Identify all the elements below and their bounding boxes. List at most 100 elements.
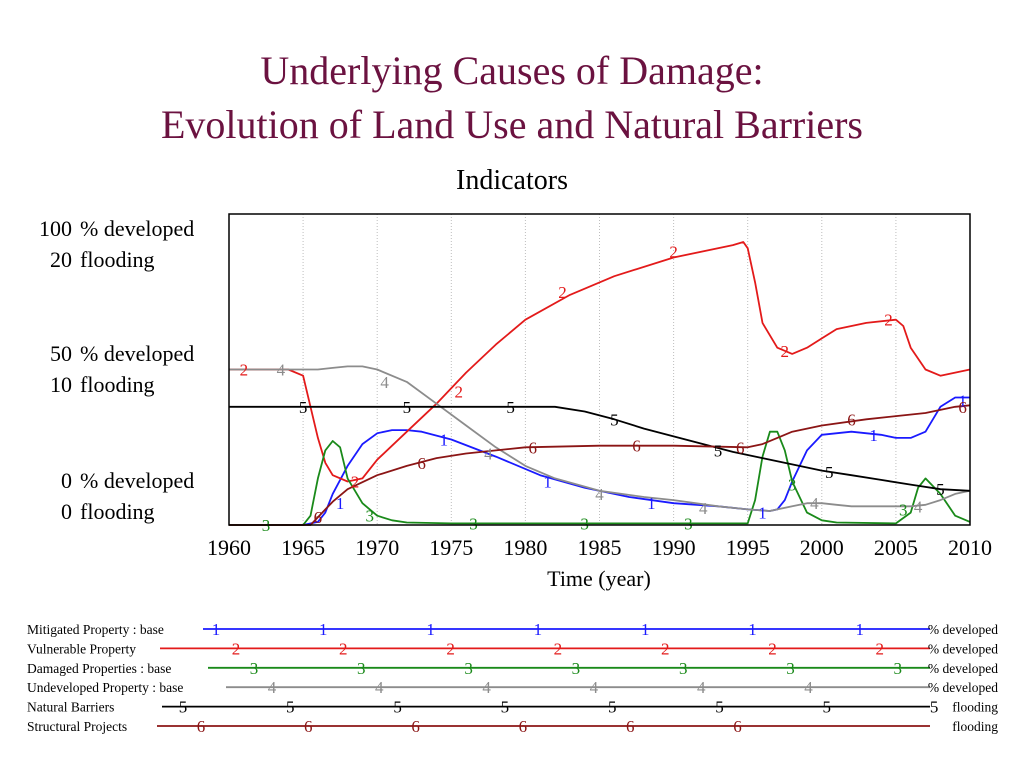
y-tick-label-pct-bottom: 0 xyxy=(61,468,72,493)
legend-marker-2: 2 xyxy=(339,639,348,658)
series-marker-2: 2 xyxy=(669,242,678,261)
y-tick-label-flood-mid: 10 xyxy=(50,372,72,397)
x-tick-label: 1980 xyxy=(503,535,547,560)
series-marker-6: 6 xyxy=(529,438,538,457)
legend-marker-3: 3 xyxy=(679,659,688,678)
legend-unit-1: % developed xyxy=(928,622,998,637)
x-tick-label: 1985 xyxy=(578,535,622,560)
series-marker-4: 4 xyxy=(595,485,604,504)
series-marker-4: 4 xyxy=(484,444,493,463)
legend-marker-3: 3 xyxy=(357,659,366,678)
legend-marker-1: 1 xyxy=(319,620,328,639)
x-tick-label: 2005 xyxy=(874,535,918,560)
legend-marker-6: 6 xyxy=(626,717,635,736)
legend-label-6: Structural Projects xyxy=(27,719,127,734)
series-lines xyxy=(229,241,971,526)
series-marker-1: 1 xyxy=(336,494,345,513)
legend-marker-3: 3 xyxy=(464,659,473,678)
legend-marker-2: 2 xyxy=(661,639,670,658)
legend-label-1: Mitigated Property : base xyxy=(27,622,164,637)
legend-marker-4: 4 xyxy=(590,678,599,697)
legend-marker-2: 2 xyxy=(232,639,241,658)
series-marker-1: 1 xyxy=(543,472,552,491)
series-marker-3: 3 xyxy=(366,507,375,526)
legend-marker-2: 2 xyxy=(554,639,563,658)
series-line-3 xyxy=(229,430,971,526)
x-tick-label: 2000 xyxy=(800,535,844,560)
legend-marker-1: 1 xyxy=(534,620,543,639)
x-tick-label: 2010 xyxy=(948,535,992,560)
series-marker-5: 5 xyxy=(506,398,515,417)
y-unit-label-flood-top: flooding xyxy=(80,247,155,272)
series-marker-5: 5 xyxy=(610,410,619,429)
series-marker-1: 1 xyxy=(869,426,878,445)
x-tick-label: 1960 xyxy=(207,535,251,560)
series-marker-4: 4 xyxy=(277,361,286,380)
series-marker-6: 6 xyxy=(847,410,856,429)
series-marker-3: 3 xyxy=(684,514,693,533)
chart-title: Indicators xyxy=(456,165,568,196)
grid xyxy=(302,214,897,525)
series-marker-2: 2 xyxy=(558,283,567,302)
y-unit-label-flood-mid: flooding xyxy=(80,372,155,397)
legend-marker-1: 1 xyxy=(856,620,865,639)
legend-marker-3: 3 xyxy=(894,659,903,678)
series-marker-2: 2 xyxy=(781,342,790,361)
legend-marker-4: 4 xyxy=(804,678,813,697)
legend-marker-6: 6 xyxy=(304,717,313,736)
legend-marker-1: 1 xyxy=(641,620,650,639)
slide-title-line-1: Underlying Causes of Damage: xyxy=(260,48,764,93)
series-marker-4: 4 xyxy=(699,499,708,518)
legend: Mitigated Property : base 1 1 1 1 1 1 1 % develo… xyxy=(27,620,998,736)
x-tick-label: 1995 xyxy=(726,535,770,560)
plot-frame xyxy=(228,213,971,526)
legend-marker-5: 5 xyxy=(930,698,939,717)
legend-marker-1: 1 xyxy=(426,620,435,639)
series-marker-2: 2 xyxy=(240,361,249,380)
legend-marker-6: 6 xyxy=(733,717,742,736)
series-marker-6: 6 xyxy=(417,454,426,473)
series-marker-6: 6 xyxy=(314,508,323,527)
series-marker-5: 5 xyxy=(403,398,412,417)
legend-unit-2: % developed xyxy=(928,641,998,656)
series-marker-3: 3 xyxy=(580,514,589,533)
legend-unit-3: % developed xyxy=(928,661,998,676)
legend-label-2: Vulnerable Property xyxy=(27,641,136,656)
y-unit-label-pct-mid: % developed xyxy=(80,341,194,366)
y-tick-label-flood-bottom: 0 xyxy=(61,499,72,524)
legend-marker-6: 6 xyxy=(197,717,206,736)
legend-marker-4: 4 xyxy=(268,678,277,697)
series-marker-1: 1 xyxy=(758,504,767,523)
series-marker-1: 1 xyxy=(647,494,656,513)
legend-marker-5: 5 xyxy=(393,698,402,717)
series-marker-1: 1 xyxy=(440,430,449,449)
legend-marker-6: 6 xyxy=(519,717,528,736)
legend-marker-4: 4 xyxy=(375,678,384,697)
series-marker-6: 6 xyxy=(632,437,641,456)
legend-marker-1: 1 xyxy=(212,620,221,639)
x-tick-label: 1975 xyxy=(429,535,473,560)
series-marker-3: 3 xyxy=(899,500,908,519)
legend-label-5: Natural Barriers xyxy=(27,700,114,715)
series-line-6 xyxy=(229,404,971,526)
series-marker-5: 5 xyxy=(714,441,723,460)
x-axis-ticks: 1960 1965 1970 1975 1980 1985 1990 1995 2000 2005… xyxy=(207,535,992,560)
series-line-2 xyxy=(229,241,971,483)
series-line-5 xyxy=(229,405,971,492)
legend-unit-4: % developed xyxy=(928,680,998,695)
series-marker-5: 5 xyxy=(825,463,834,482)
legend-marker-5: 5 xyxy=(179,698,188,717)
series-marker-5: 5 xyxy=(936,480,945,499)
y-unit-label-pct-bottom: % developed xyxy=(80,468,194,493)
legend-marker-6: 6 xyxy=(411,717,420,736)
series-marker-2: 2 xyxy=(454,382,463,401)
series-line-1 xyxy=(229,396,970,526)
series-marker-2: 2 xyxy=(884,311,893,330)
x-tick-label: 1970 xyxy=(355,535,399,560)
series-line-4 xyxy=(229,365,971,512)
legend-label-4: Undeveloped Property : base xyxy=(27,680,183,695)
legend-marker-4: 4 xyxy=(697,678,706,697)
legend-marker-3: 3 xyxy=(786,659,795,678)
